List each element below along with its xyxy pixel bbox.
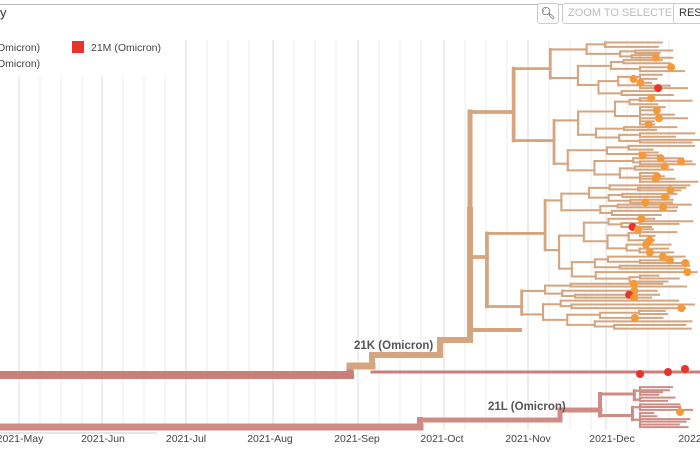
legend-label: Omicron) bbox=[0, 42, 41, 54]
header-divider bbox=[0, 4, 700, 5]
tip-node[interactable] bbox=[651, 174, 660, 183]
legend: Omicron) 21M (Omicron) Omicron) bbox=[0, 36, 185, 76]
tip-node[interactable] bbox=[677, 157, 686, 166]
axis-tick-label: 2021-Aug bbox=[247, 433, 293, 445]
axis-tick-label: 2021-Oct bbox=[420, 433, 463, 445]
axis-tick-label: 2021-Jul bbox=[166, 433, 206, 445]
tip-node[interactable] bbox=[651, 53, 660, 62]
legend-item-21k[interactable]: Omicron) bbox=[0, 42, 40, 54]
tip-node[interactable] bbox=[645, 248, 654, 257]
axis-tick-label: 2021-May bbox=[0, 433, 44, 445]
legend-swatch bbox=[72, 41, 84, 53]
tip-node[interactable] bbox=[644, 120, 653, 129]
tip-node[interactable] bbox=[642, 240, 651, 249]
axis-tick-label: 2021-Dec bbox=[589, 433, 635, 445]
tip-node[interactable] bbox=[677, 304, 686, 313]
tip-node[interactable] bbox=[666, 186, 675, 195]
tip-node[interactable] bbox=[636, 370, 644, 378]
tip-node[interactable] bbox=[652, 106, 661, 115]
tip-node[interactable] bbox=[629, 279, 638, 288]
tip-node[interactable] bbox=[659, 203, 668, 212]
tip-node[interactable] bbox=[655, 114, 664, 123]
clade-label-21k: 21K (Omicron) bbox=[354, 340, 433, 352]
tip-node[interactable] bbox=[647, 94, 656, 103]
tip-node[interactable] bbox=[630, 313, 639, 322]
panel-title: y bbox=[0, 5, 7, 20]
tip-node[interactable] bbox=[630, 293, 639, 302]
tip-node[interactable] bbox=[660, 192, 669, 201]
tree-branches[interactable] bbox=[0, 41, 700, 431]
tip-node[interactable] bbox=[637, 214, 646, 223]
tip-node[interactable] bbox=[641, 198, 650, 207]
zoom-out-icon[interactable]: 🔍︎ bbox=[537, 3, 559, 24]
axis-tick-label: 2021-Jun bbox=[81, 433, 125, 445]
axis-tick-label: 2021-Sep bbox=[334, 433, 380, 445]
clade-label-21l: 21L (Omicron) bbox=[488, 401, 566, 413]
tip-node[interactable] bbox=[667, 63, 676, 72]
tip-node[interactable] bbox=[633, 225, 642, 234]
tip-node[interactable] bbox=[676, 408, 684, 416]
tip-node[interactable] bbox=[658, 252, 667, 261]
tip-node[interactable] bbox=[660, 162, 669, 171]
zoom-to-selected-button[interactable]: ZOOM TO SELECTED bbox=[562, 3, 687, 24]
legend-label: 21M (Omicron) bbox=[91, 42, 162, 54]
tip-node[interactable] bbox=[629, 74, 638, 83]
time-axis: 2021-May 2021-Jun 2021-Jul 2021-Aug 2021-Sep… bbox=[0, 433, 700, 445]
reset-layout-button[interactable]: RESE bbox=[673, 3, 700, 24]
legend-label: Omicron) bbox=[0, 58, 41, 70]
legend-item-21l[interactable]: Omicron) bbox=[0, 58, 40, 70]
tip-node[interactable] bbox=[681, 259, 690, 268]
tip-node[interactable] bbox=[664, 368, 672, 376]
tip-node[interactable] bbox=[638, 151, 647, 160]
tip-node[interactable] bbox=[683, 268, 692, 277]
legend-item-21m[interactable]: 21M (Omicron) bbox=[72, 41, 161, 54]
tree-tips[interactable] bbox=[625, 53, 692, 416]
tip-node[interactable] bbox=[656, 154, 665, 163]
tip-node[interactable] bbox=[665, 256, 674, 265]
tip-node[interactable] bbox=[654, 84, 663, 93]
tip-node[interactable] bbox=[636, 78, 645, 87]
tip-node[interactable] bbox=[681, 365, 689, 373]
axis-tick-label: 2022 bbox=[678, 433, 700, 445]
axis-tick-label: 2021-Nov bbox=[505, 433, 551, 445]
